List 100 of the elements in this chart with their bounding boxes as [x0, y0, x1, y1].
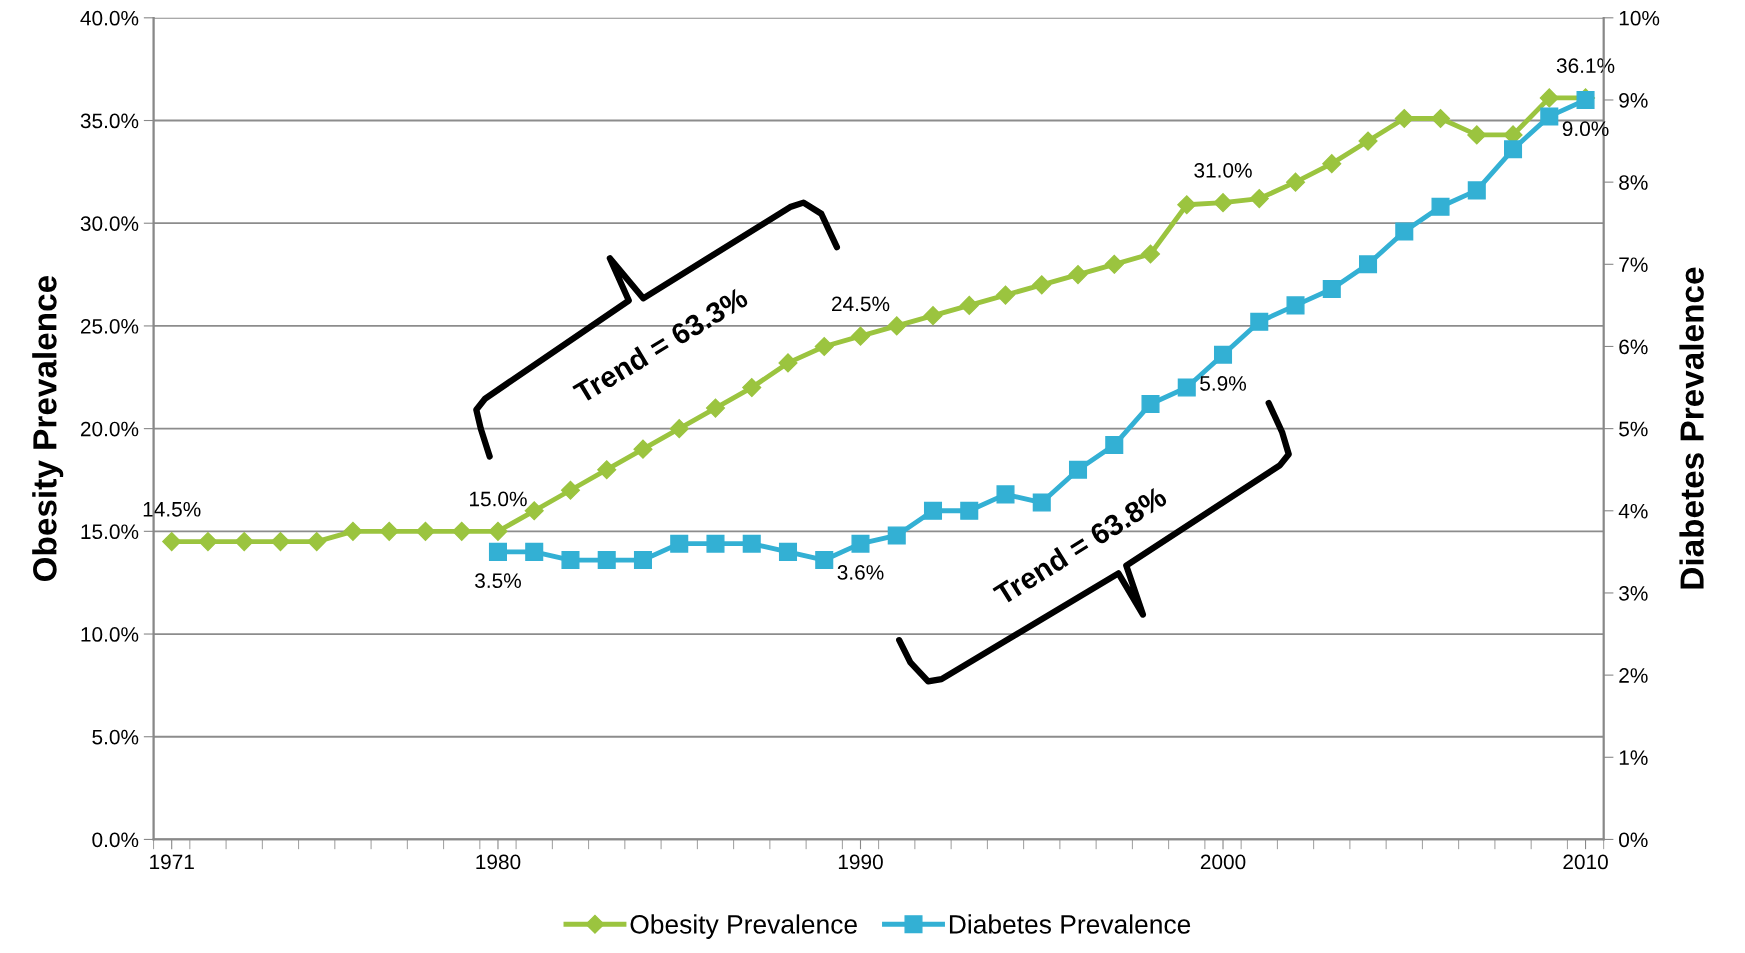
point — [923, 306, 943, 326]
point — [778, 353, 798, 373]
y-tick-label: 40.0% — [80, 10, 139, 26]
point — [1285, 172, 1306, 192]
data-label: 14.5% — [143, 501, 201, 517]
point — [1539, 88, 1559, 108]
point — [1177, 378, 1196, 397]
y2-tick-label: 9% — [1619, 92, 1648, 108]
y2-tick-label: 6% — [1619, 339, 1648, 355]
x-tick-label: 2010 — [1563, 854, 1608, 870]
point — [1105, 436, 1124, 455]
point — [1104, 254, 1124, 274]
y-tick-label: 25.0% — [80, 318, 139, 334]
y-tick-label: 10.0% — [81, 627, 139, 642]
point — [488, 542, 508, 561]
legend-label: Diabetes Prevalence — [949, 914, 1191, 934]
y2-axis-title: Diabetes Prevalence — [1679, 267, 1704, 589]
point — [1322, 279, 1341, 298]
point — [1249, 189, 1269, 209]
y-tick-label: 15.0% — [81, 524, 139, 540]
point — [561, 551, 580, 570]
point — [1032, 275, 1052, 295]
point — [815, 551, 834, 570]
point — [742, 534, 761, 553]
point — [560, 480, 581, 500]
point — [415, 521, 436, 541]
point — [452, 521, 472, 541]
point — [1213, 345, 1233, 364]
data-label: 31.0% — [1194, 162, 1252, 178]
data-label: 15.0% — [470, 491, 527, 507]
data-label: 24.5% — [832, 296, 890, 312]
y2-tick-label: 5% — [1619, 421, 1648, 437]
point — [270, 532, 290, 552]
point — [1213, 193, 1233, 213]
point — [1250, 312, 1269, 331]
point — [1140, 244, 1161, 264]
data-label: 36.1% — [1556, 58, 1615, 73]
point — [996, 485, 1015, 504]
legend-label: Obesity Prevalence — [630, 914, 857, 939]
point — [742, 378, 762, 398]
point — [887, 526, 906, 545]
point — [1141, 394, 1160, 414]
point — [633, 551, 653, 570]
point — [162, 532, 182, 552]
point — [1358, 131, 1378, 151]
point — [1540, 107, 1559, 126]
point — [1068, 265, 1088, 285]
point — [307, 532, 327, 552]
y-tick-label: 20.0% — [80, 421, 139, 437]
point — [343, 521, 363, 541]
point — [1068, 460, 1088, 479]
point — [597, 551, 616, 570]
data-label: 5.9% — [1200, 376, 1247, 391]
point — [959, 295, 979, 315]
x-tick-label: 2000 — [1200, 854, 1246, 870]
point — [1358, 255, 1378, 274]
point — [1467, 181, 1486, 200]
point — [1032, 493, 1051, 512]
point — [1431, 197, 1450, 216]
point — [960, 501, 979, 520]
point — [1394, 108, 1414, 128]
point — [851, 534, 870, 553]
point — [1177, 195, 1197, 215]
point — [1503, 140, 1523, 159]
y2-tick-label: 1% — [1619, 750, 1648, 765]
point — [525, 542, 544, 561]
y-axis-title: Obesity Prevalence — [32, 275, 64, 582]
point — [705, 398, 726, 418]
point — [995, 285, 1016, 305]
point — [923, 501, 943, 520]
point — [379, 521, 399, 541]
y2-tick-label: 4% — [1618, 503, 1648, 519]
point — [1430, 108, 1451, 128]
y2-tick-label: 10% — [1619, 10, 1660, 26]
point — [198, 532, 218, 552]
y2-tick-label: 2% — [1619, 668, 1648, 683]
point — [850, 326, 871, 346]
point — [1395, 222, 1414, 241]
point — [1286, 296, 1305, 315]
data-label: 3.6% — [837, 565, 884, 580]
point — [1467, 125, 1487, 145]
point — [887, 316, 907, 336]
point — [488, 521, 508, 541]
y-tick-label: 5.0% — [92, 729, 139, 745]
y-tick-label: 30.0% — [80, 216, 139, 231]
y2-tick-label: 7% — [1619, 257, 1648, 272]
point — [234, 532, 254, 552]
y2-tick-label: 8% — [1619, 175, 1648, 190]
x-tick-label: 1990 — [838, 854, 883, 870]
point — [669, 419, 689, 439]
y2-tick-label: 0% — [1619, 832, 1648, 848]
data-label: 9.0% — [1562, 121, 1609, 137]
point — [633, 439, 653, 459]
point — [706, 534, 725, 553]
x-tick-label: 1980 — [476, 854, 521, 870]
y-tick-label: 0.0% — [92, 832, 139, 848]
y2-tick-label: 3% — [1619, 585, 1648, 601]
data-label: 3.5% — [475, 573, 521, 589]
y-tick-label: 35.0% — [80, 113, 139, 129]
x-tick-label: 1971 — [150, 854, 194, 870]
